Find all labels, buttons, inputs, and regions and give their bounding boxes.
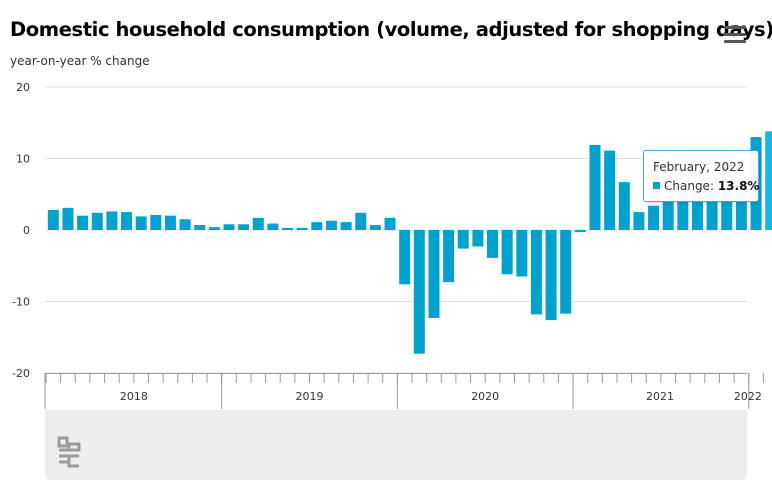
bar[interactable]: [487, 230, 499, 258]
x-year-label: 2018: [120, 390, 148, 403]
bar[interactable]: [208, 227, 220, 230]
bar[interactable]: [706, 185, 718, 230]
menu-line: [724, 40, 746, 43]
y-axis-labels: 20 10 0 -10 -20: [12, 81, 30, 380]
bar[interactable]: [604, 150, 616, 230]
bar[interactable]: [765, 131, 772, 230]
bar[interactable]: [150, 214, 162, 230]
bar-chart: 20 10 0 -10 -20 2018 2019 2020 2021 2022: [12, 81, 772, 409]
hamburger-menu-icon[interactable]: [724, 26, 746, 44]
bar[interactable]: [618, 182, 630, 230]
tooltip-value-row: Change: 13.8%: [653, 179, 759, 193]
y-tick-label: 20: [16, 81, 30, 94]
bar[interactable]: [121, 212, 133, 230]
menu-line: [724, 33, 746, 36]
bar[interactable]: [691, 189, 703, 230]
x-axis: 2018 2019 2020 2021 2022: [44, 373, 764, 409]
tooltip-series-label: Change:: [664, 179, 714, 193]
legend-square-icon: [653, 182, 660, 189]
bar[interactable]: [457, 230, 469, 249]
bar[interactable]: [252, 217, 264, 230]
bar[interactable]: [340, 222, 352, 230]
bar[interactable]: [560, 230, 572, 314]
chart-title: Domestic household consumption (volume, …: [10, 18, 772, 41]
x-year-label: 2019: [296, 390, 324, 403]
bar[interactable]: [501, 230, 513, 275]
bar-series[interactable]: [47, 131, 772, 354]
bar[interactable]: [530, 230, 542, 315]
x-year-label: 2021: [646, 390, 674, 403]
bar[interactable]: [443, 230, 455, 283]
x-year-label: 2022: [734, 390, 762, 403]
bar[interactable]: [721, 184, 733, 230]
bar[interactable]: [223, 224, 235, 230]
bar[interactable]: [677, 190, 689, 230]
bar[interactable]: [194, 224, 206, 230]
bar[interactable]: [648, 205, 660, 230]
bar[interactable]: [47, 209, 59, 230]
bar[interactable]: [282, 227, 294, 230]
bar[interactable]: [369, 224, 381, 230]
bar[interactable]: [662, 193, 674, 230]
bar[interactable]: [633, 212, 645, 230]
bar[interactable]: [91, 212, 103, 230]
bar[interactable]: [164, 215, 176, 230]
bar[interactable]: [135, 216, 147, 230]
bar[interactable]: [545, 230, 557, 321]
bar[interactable]: [735, 184, 747, 230]
bar[interactable]: [106, 211, 118, 230]
bar[interactable]: [399, 230, 411, 285]
tooltip-period: February, 2022: [653, 160, 745, 174]
bar[interactable]: [238, 224, 250, 230]
y-tick-label: 0: [23, 224, 30, 237]
bar[interactable]: [516, 230, 528, 277]
bar[interactable]: [428, 230, 440, 318]
bar[interactable]: [472, 230, 484, 247]
y-tick-label: -10: [12, 296, 30, 309]
tooltip: February, 2022 Change: 13.8%: [643, 150, 759, 202]
bar[interactable]: [77, 215, 89, 230]
y-tick-label: -20: [12, 367, 30, 380]
navigator-panel[interactable]: [45, 410, 747, 480]
bar[interactable]: [267, 223, 279, 230]
bar[interactable]: [589, 144, 601, 230]
cbs-logo-icon: [57, 436, 81, 468]
menu-line: [724, 26, 746, 29]
bar[interactable]: [355, 212, 367, 230]
bar[interactable]: [413, 230, 425, 354]
bar[interactable]: [296, 227, 308, 230]
bar[interactable]: [574, 230, 586, 233]
x-year-label: 2020: [471, 390, 499, 403]
bar[interactable]: [311, 222, 323, 230]
bar[interactable]: [384, 217, 396, 230]
bar[interactable]: [62, 207, 74, 230]
bar[interactable]: [325, 220, 337, 230]
bar[interactable]: [179, 219, 191, 230]
tooltip-value: 13.8%: [717, 179, 760, 193]
y-tick-label: 10: [16, 153, 30, 166]
chart-subtitle: year-on-year % change: [10, 54, 150, 68]
